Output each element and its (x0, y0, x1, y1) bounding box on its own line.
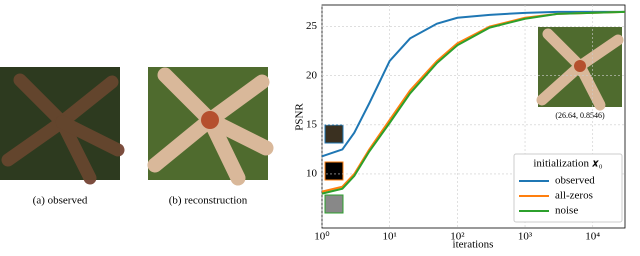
observed-image (0, 67, 125, 185)
x-tick-label: 10² (450, 231, 465, 243)
reconstruction-image (147, 67, 274, 186)
legend-label: noise (555, 205, 578, 217)
line-series (321, 10, 626, 195)
x-tick-label: 10³ (518, 231, 533, 243)
legend-label: observed (555, 175, 595, 187)
y-axis-label: PSNR (294, 103, 306, 131)
y-tick-label: 25 (306, 20, 318, 32)
init-thumb (324, 194, 344, 214)
caption: (a) observed (33, 195, 88, 207)
plot-area: 10 15 20 25 10⁰ 10¹ 10² 10³ 10⁴ initialization 𝒙₀… (306, 5, 626, 243)
inset-image (536, 27, 624, 111)
x-tick-label: 10⁰ (314, 231, 330, 243)
legend-label: all-zeros (555, 190, 593, 202)
line-series (321, 10, 625, 158)
legend-box (513, 153, 623, 223)
x-tick-label: 10¹ (383, 231, 397, 243)
caption: (b) reconstruction (169, 195, 248, 207)
plot-frame (321, 4, 626, 229)
init-thumb (324, 124, 344, 144)
y-tick-label: 10 (306, 168, 318, 180)
init-thumb (324, 161, 344, 181)
y-tick-label: 15 (306, 118, 318, 130)
y-tick-label: 20 (306, 69, 318, 81)
legend-title: initialization 𝒙₀ (533, 158, 602, 170)
x-tick-label: 10⁴ (585, 231, 600, 243)
inset-label: (26.64, 0.8546) (555, 111, 605, 120)
x-axis-label: iterations (453, 239, 494, 251)
